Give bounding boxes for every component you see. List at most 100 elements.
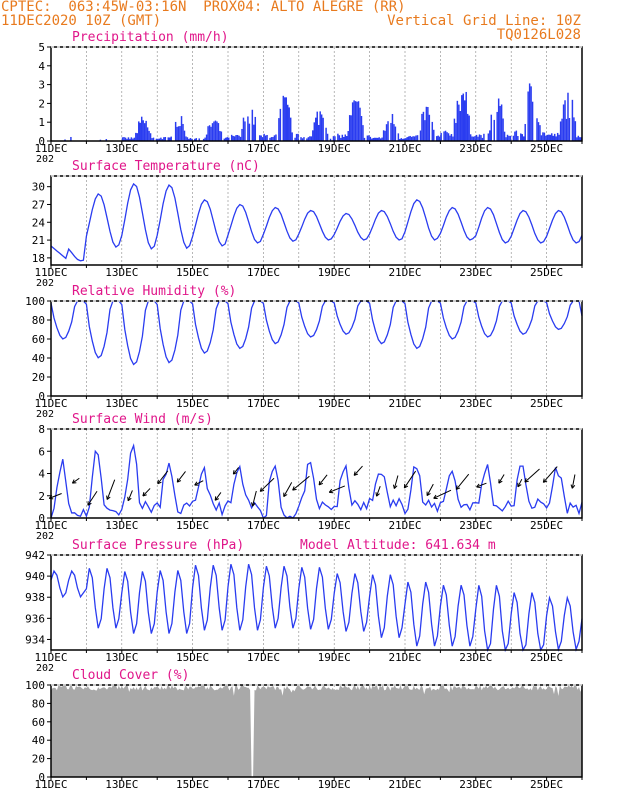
x-stub-label: 202: [36, 154, 54, 165]
precip-bar: [138, 121, 140, 141]
precip-bar: [468, 115, 470, 141]
y-tick-label: 2: [38, 490, 45, 503]
x-tick-label: 17DEC: [247, 651, 280, 664]
precip-bar: [528, 83, 531, 141]
precip-bar: [574, 121, 577, 141]
precip-bar: [315, 117, 317, 141]
precip-bar: [189, 138, 192, 141]
precip-bar: [163, 137, 165, 141]
precip-bar: [207, 126, 209, 141]
x-tick-label: 25DEC: [530, 778, 563, 791]
x-tick-label: 13DEC: [105, 778, 138, 791]
precip-bar: [400, 138, 403, 141]
precip-bar: [425, 106, 428, 141]
precip-bar: [456, 100, 459, 141]
panel-annotation: Model Altitude: 641.634 m: [300, 538, 496, 553]
precip-bar: [530, 86, 532, 141]
precip-bar: [549, 134, 552, 141]
y-tick-label: 3: [38, 79, 45, 92]
precip-bar: [139, 122, 141, 141]
wind-arrow-head: [570, 484, 576, 489]
y-tick-label: 0: [38, 390, 45, 403]
y-tick-label: 100: [25, 295, 45, 308]
precip-bar: [540, 135, 543, 141]
panel-title: Surface Temperature (nC): [72, 159, 260, 174]
precip-bar: [520, 133, 522, 141]
x-tick-label: 15DEC: [176, 778, 209, 791]
precip-bar: [387, 121, 389, 141]
precip-bar: [326, 133, 329, 141]
precip-bar: [469, 134, 472, 141]
wind-arrow: [127, 490, 133, 501]
y-tick-label: 938: [25, 591, 45, 604]
precip-bar: [167, 137, 169, 141]
y-tick-label: 30: [32, 181, 45, 194]
precip-bar: [406, 137, 408, 141]
precip-bar: [309, 136, 311, 141]
y-tick-label: 0: [38, 135, 45, 148]
precip-bar: [247, 116, 249, 141]
wind-arrow: [426, 483, 434, 496]
precip-bar: [272, 136, 274, 141]
x-tick-label: 25DEC: [530, 651, 563, 664]
precip-bar: [127, 137, 130, 141]
precip-bar: [211, 123, 214, 141]
y-tick-label: 4: [38, 468, 45, 481]
precip-bar: [415, 135, 417, 141]
precip-bar: [354, 101, 357, 141]
precip-bar: [338, 135, 341, 141]
precip-bar: [289, 117, 292, 141]
y-tick-label: 40: [32, 734, 45, 747]
x-tick-label: 25DEC: [530, 397, 563, 410]
precip-bar: [391, 113, 394, 141]
precip-bar: [381, 137, 383, 141]
precip-bar: [220, 131, 223, 141]
precip-bar: [121, 137, 124, 141]
precip-bar: [562, 104, 565, 141]
precip-bar: [497, 98, 500, 141]
precip-bar: [394, 126, 397, 141]
precip-bar: [503, 131, 506, 141]
panel-title: Surface Pressure (hPa): [72, 538, 244, 553]
wind-arrow: [524, 468, 540, 483]
precip-bar: [140, 116, 143, 141]
wind-arrow-head: [318, 480, 324, 486]
precip-bar: [561, 118, 563, 141]
precip-bar: [284, 97, 286, 141]
precip-bar: [393, 124, 395, 141]
precip-bar: [291, 132, 293, 141]
precip-bar: [157, 138, 159, 141]
y-tick-label: 60: [32, 333, 45, 346]
wind-arrow: [517, 478, 523, 488]
x-tick-label: 13DEC: [105, 519, 138, 532]
precip-bar: [297, 133, 299, 141]
precip-bar: [306, 138, 308, 141]
header-line2-left: 11DEC2020 10Z (GMT): [1, 13, 162, 29]
precip-bar: [431, 121, 434, 141]
wind-arrow: [232, 467, 240, 475]
precip-bar: [527, 91, 529, 141]
precip-bar: [435, 136, 438, 141]
x-tick-label: 25DEC: [530, 142, 563, 155]
precip-bar: [366, 135, 369, 141]
precip-bar: [214, 120, 217, 141]
precip-bar: [455, 122, 457, 141]
panel-title: Cloud Cover (%): [72, 668, 189, 683]
precip-bar: [475, 134, 478, 141]
wind-arrow-head: [403, 483, 409, 489]
precip-bar: [236, 135, 239, 141]
panel-4: 934 936 938 940 942 11DEC 13DEC 15DEC 17DEC 19DEC…: [25, 538, 583, 674]
x-tick-label: 11DEC: [34, 266, 67, 279]
precip-bar: [356, 101, 358, 141]
precip-bar: [225, 137, 227, 141]
wind-arrow-head: [71, 479, 77, 484]
x-tick-label: 13DEC: [105, 266, 138, 279]
y-tick-label: 80: [32, 697, 45, 710]
x-tick-label: 23DEC: [459, 142, 492, 155]
x-tick-label: 19DEC: [318, 397, 351, 410]
panel-1: 18 21 24 27 30 11DEC 13DEC 15DEC 17DEC 19DEC 21DEC…: [32, 159, 583, 289]
wind-arrow-head: [524, 478, 529, 483]
wind-arrow-head: [292, 486, 297, 491]
precip-bar: [310, 136, 313, 141]
x-tick-label: 17DEC: [247, 778, 280, 791]
